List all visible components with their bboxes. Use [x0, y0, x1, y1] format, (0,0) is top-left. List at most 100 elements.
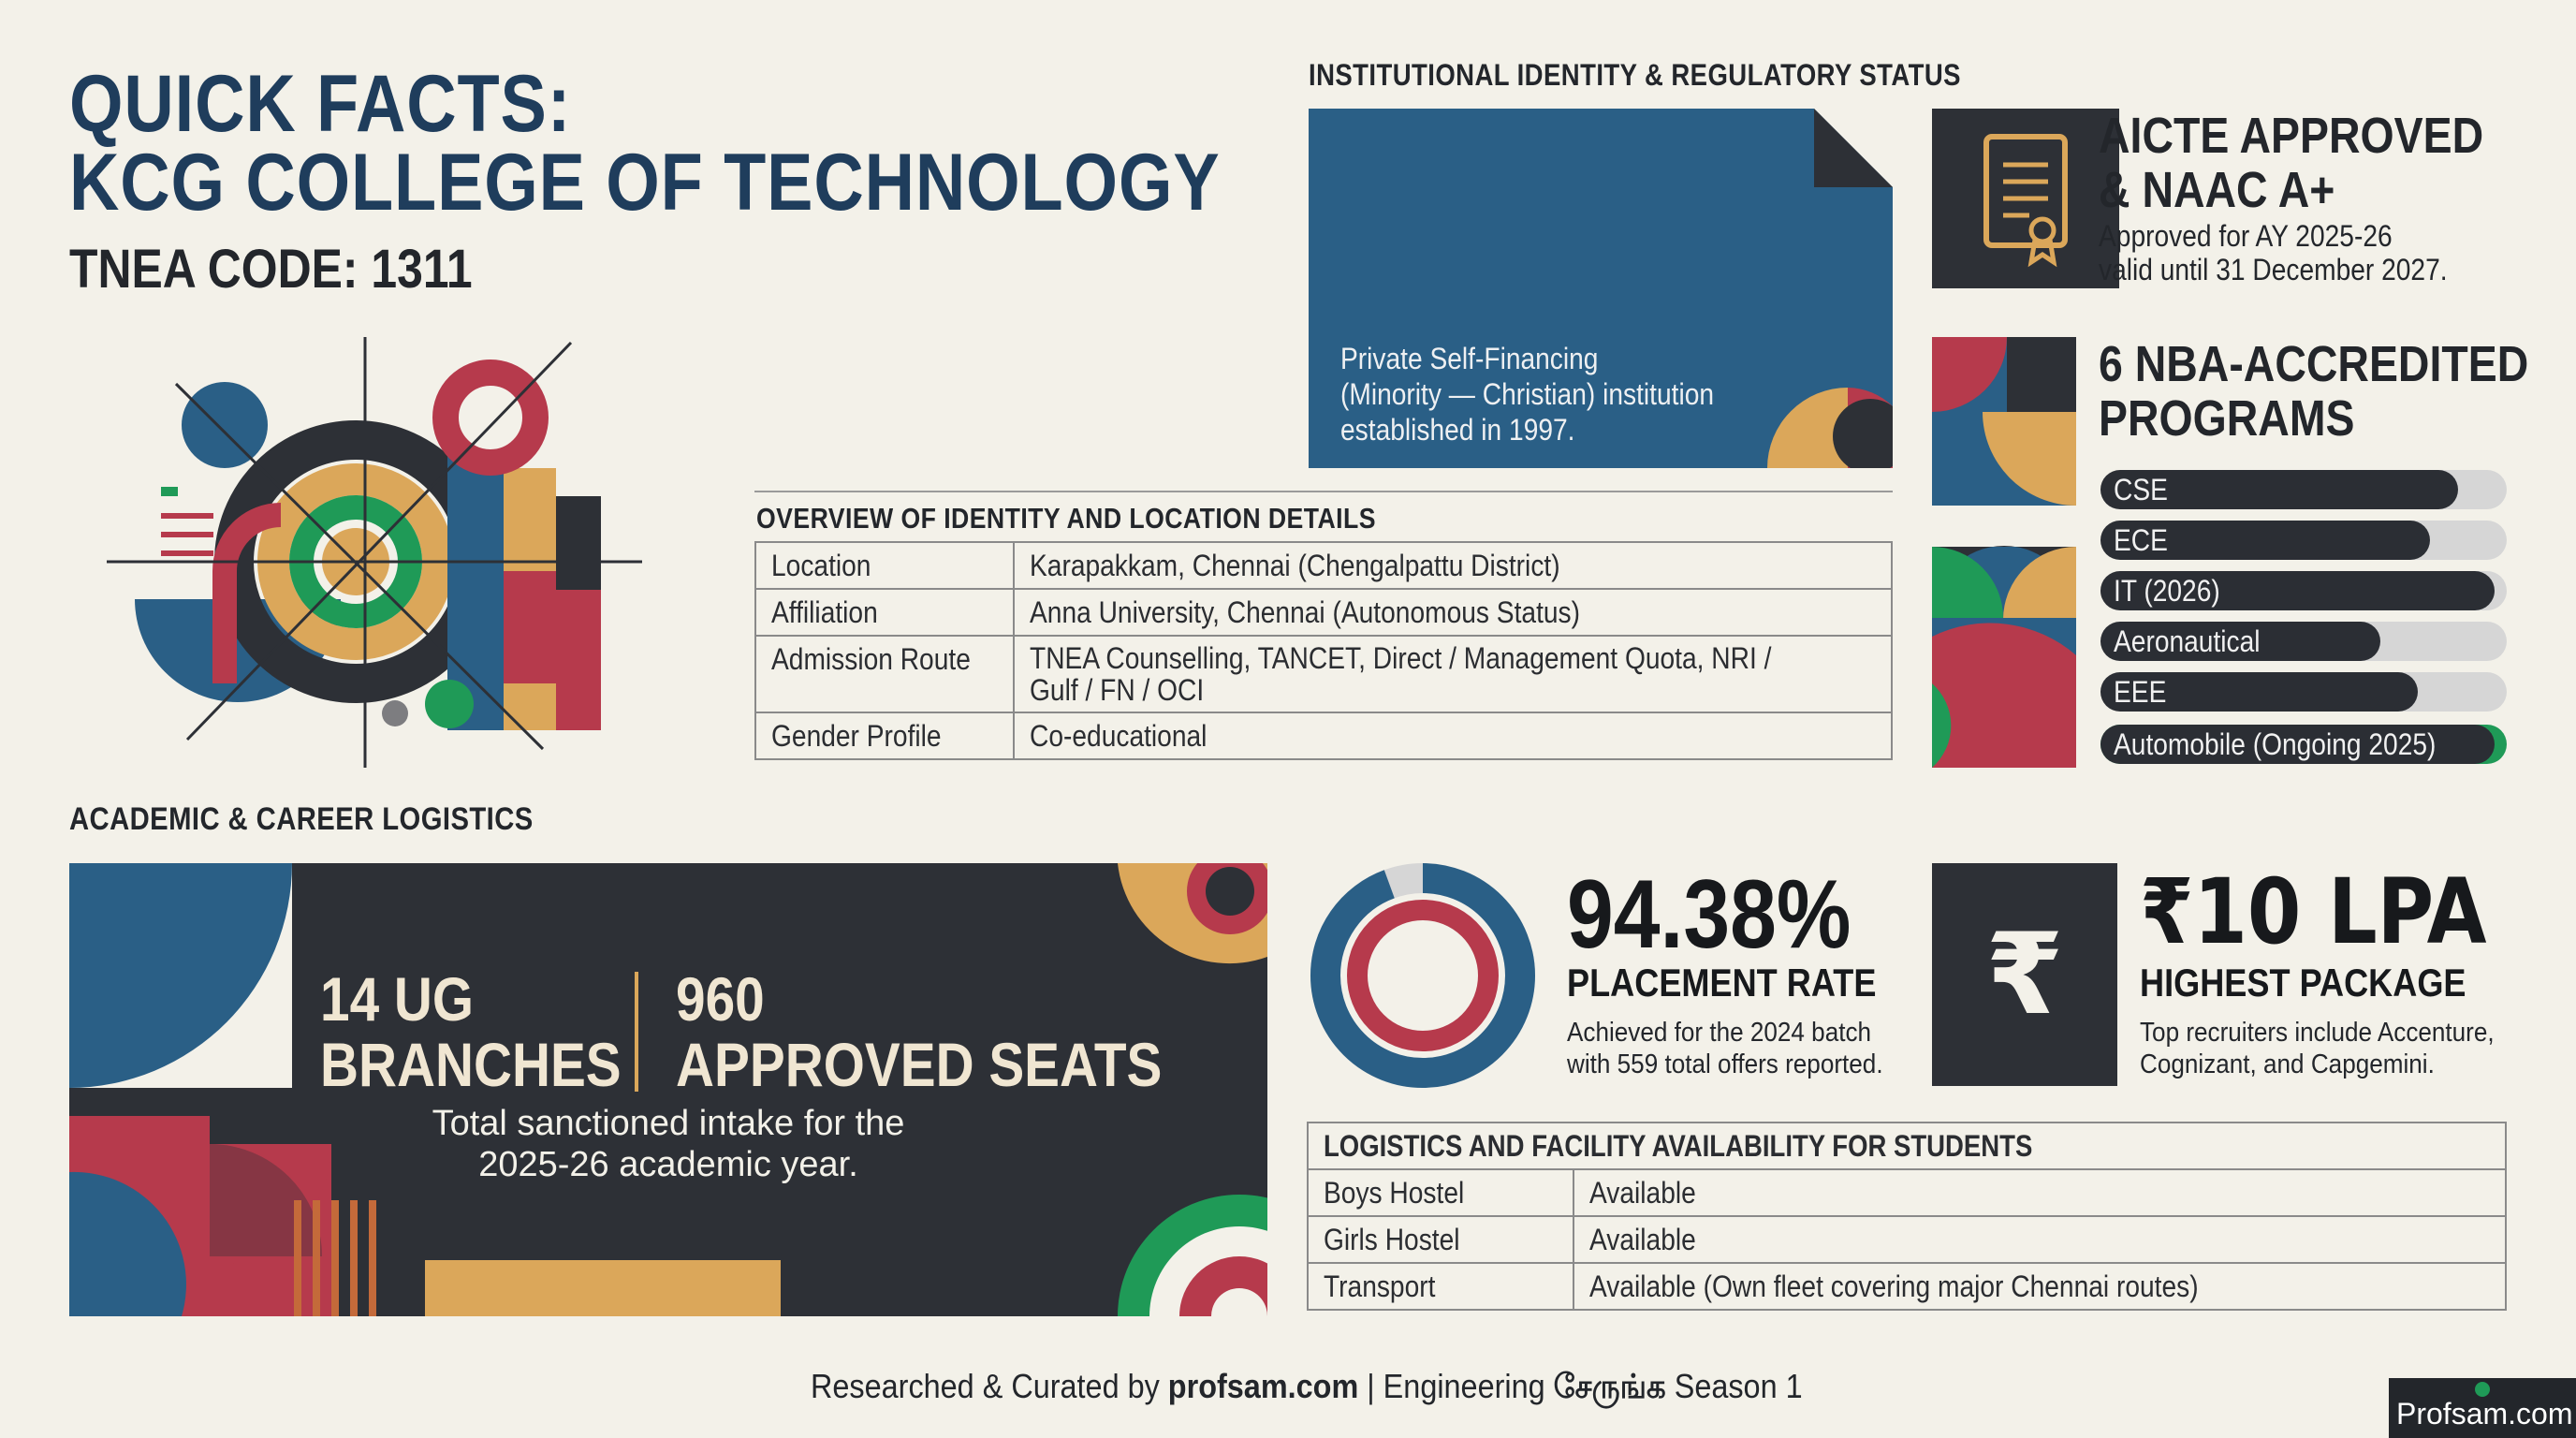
- overview-value-admission-line-2: Gulf / FN / OCI: [1029, 673, 1205, 707]
- ug-label: BRANCHES: [320, 1030, 622, 1099]
- program-bar-fill: [2100, 725, 2495, 764]
- academic-panel: 14 UG BRANCHES 960 APPROVED SEATS Total …: [69, 863, 1267, 1316]
- table-cell-label: Location: [754, 541, 1015, 590]
- table-row: LOGISTICS AND FACILITY AVAILABILITY FOR …: [1307, 1122, 2507, 1170]
- approved-seats: 960 APPROVED SEATS: [676, 966, 1241, 1097]
- logistics-label-transport: Transport: [1324, 1269, 1436, 1303]
- package-value: ₹10 LPA: [2140, 859, 2487, 964]
- table-cell-value: Available (Own fleet covering major Chen…: [1573, 1262, 2507, 1311]
- package-stat: ₹10 LPA: [2140, 859, 2543, 964]
- program-label: CSE: [2114, 473, 2168, 506]
- package-detail: Top recruiters include Accenture, Cogniz…: [2140, 1017, 2534, 1080]
- overview-label-location: Location: [771, 549, 871, 582]
- footer-middle: | Engineering: [1358, 1367, 1554, 1405]
- table-row: Girls Hostel Available: [1307, 1215, 2507, 1264]
- logistics-value-transport: Available (Own fleet covering major Chen…: [1589, 1269, 2199, 1303]
- nba-art-strip: [1932, 337, 2076, 768]
- aicte-headline-line-1: AICTE APPROVED: [2099, 108, 2484, 164]
- academic-panel-art: [69, 863, 1267, 1316]
- intake-caption-line-2: 2025-26 academic year.: [478, 1145, 858, 1184]
- footer-prefix: Researched & Curated by: [811, 1367, 1168, 1405]
- logistics-value-girls-hostel: Available: [1589, 1223, 1696, 1256]
- art-blue-circle: [182, 382, 268, 468]
- institution-card-text: Private Self-Financing (Minority — Chris…: [1340, 341, 1764, 448]
- program-bar-automobile: Automobile (Ongoing 2025): [2100, 725, 2507, 764]
- table-cell-value: TNEA Counselling, TANCET, Direct / Manag…: [1012, 635, 1894, 713]
- brand-badge-label: Profsam.com: [2396, 1397, 2573, 1431]
- logistics-value-boys-hostel: Available: [1589, 1176, 1696, 1210]
- package-detail-line-1: Top recruiters include Accenture,: [2140, 1018, 2495, 1048]
- ug-seats-divider: [635, 972, 638, 1092]
- program-bar-fill: [2100, 622, 2381, 661]
- placement-donut: [1310, 863, 1535, 1088]
- placement-stat: 94.38%: [1567, 859, 1897, 971]
- placement-detail: Achieved for the 2024 batch with 559 tot…: [1567, 1017, 1918, 1080]
- institution-card: [1309, 109, 1893, 468]
- program-bar-fill: [2100, 521, 2430, 560]
- table-row: Transport Available (Own fleet covering …: [1307, 1262, 2507, 1311]
- program-bar-it: IT (2026): [2100, 571, 2507, 610]
- table-row: Admission Route TNEA Counselling, TANCET…: [754, 635, 1894, 713]
- title-line-1: QUICK FACTS:: [69, 59, 572, 149]
- logistics-label-boys-hostel: Boys Hostel: [1324, 1176, 1465, 1210]
- table-cell-value: Anna University, Chennai (Autonomous Sta…: [1012, 588, 1894, 637]
- program-label: EEE: [2114, 675, 2167, 709]
- overview-value-location: Karapakkam, Chennai (Chengalpattu Distri…: [1029, 549, 1560, 582]
- overview-value-gender: Co-educational: [1029, 719, 1208, 753]
- table-cell-value: Available: [1573, 1168, 2507, 1217]
- placement-detail-line-1: Achieved for the 2024 batch: [1567, 1018, 1872, 1048]
- table-cell-label: Affiliation: [754, 588, 1015, 637]
- rupee-icon: ₹: [1985, 909, 2064, 1040]
- rupee-icon-tile: ₹: [1932, 863, 2117, 1086]
- table-cell-label: Transport: [1307, 1262, 1574, 1311]
- placement-detail-line-2: with 559 total offers reported.: [1567, 1049, 1883, 1079]
- program-label: ECE: [2114, 523, 2168, 557]
- footer-text: Researched & Curated by profsam.com | En…: [811, 1367, 1803, 1411]
- ug-branches: 14 UG BRANCHES: [320, 966, 670, 1097]
- certificate-icon-tile: [1932, 109, 2119, 288]
- academic-heading: ACADEMIC & CAREER LOGISTICS: [69, 801, 534, 837]
- overview-value-admission-line-1: TNEA Counselling, TANCET, Direct / Manag…: [1029, 641, 1772, 675]
- footer-suffix: Season 1: [1665, 1367, 1803, 1405]
- overview-heading-wrap: OVERVIEW OF IDENTITY AND LOCATION DETAIL…: [756, 502, 1477, 536]
- footer: Researched & Curated by profsam.com | En…: [811, 1367, 1912, 1411]
- placement-label: PLACEMENT RATE: [1567, 961, 1877, 1005]
- overview-table: Location Karapakkam, Chennai (Chengalpat…: [754, 541, 1894, 760]
- table-row: Boys Hostel Available: [1307, 1168, 2507, 1217]
- table-cell-value: Co-educational: [1012, 712, 1894, 760]
- academic-heading-wrap: ACADEMIC & CAREER LOGISTICS: [69, 801, 608, 838]
- institution-text-line-3: established in 1997.: [1340, 413, 1575, 447]
- institution-text-line-1: Private Self-Financing: [1340, 342, 1599, 375]
- page-title: QUICK FACTS:: [69, 58, 653, 151]
- seats-count: 960: [676, 964, 765, 1034]
- title-line-2-wrap: KCG COLLEGE OF TECHNOLOGY: [69, 137, 1408, 229]
- footer-tamil: சேருங்க: [1553, 1367, 1666, 1405]
- title-line-2: KCG COLLEGE OF TECHNOLOGY: [69, 138, 1221, 227]
- overview-label-gender: Gender Profile: [771, 719, 942, 753]
- logistics-heading: LOGISTICS AND FACILITY AVAILABILITY FOR …: [1324, 1129, 2033, 1163]
- seats-label: APPROVED SEATS: [676, 1030, 1163, 1099]
- overview-value-affiliation: Anna University, Chennai (Autonomous Sta…: [1029, 595, 1580, 629]
- footer-site-link[interactable]: profsam.com: [1167, 1367, 1359, 1405]
- logistics-table: LOGISTICS AND FACILITY AVAILABILITY FOR …: [1307, 1122, 2507, 1311]
- intake-caption: Total sanctioned intake for the 2025-26 …: [388, 1103, 949, 1185]
- overview-label-admission: Admission Route: [771, 642, 971, 676]
- aicte-detail: Approved for AY 2025-26 valid until 31 D…: [2099, 219, 2495, 286]
- nba-headline-line-1: 6 NBA-ACCREDITED: [2099, 336, 2529, 392]
- nba-headline-line-2: PROGRAMS: [2099, 390, 2355, 447]
- program-label: Automobile (Ongoing 2025): [2114, 727, 2437, 761]
- program-bar-cse: CSE: [2100, 470, 2507, 509]
- table-cell-value: Available: [1573, 1215, 2507, 1264]
- logistics-label-girls-hostel: Girls Hostel: [1324, 1223, 1460, 1256]
- donut-inner-ring: [1347, 900, 1499, 1051]
- program-label: IT (2026): [2114, 574, 2220, 608]
- package-detail-line-2: Cognizant, and Capgemini.: [2140, 1049, 2435, 1079]
- program-bar-ece: ECE: [2100, 521, 2507, 560]
- brand-badge[interactable]: Profsam.com: [2389, 1378, 2576, 1438]
- donut-arc: [1310, 863, 1535, 1088]
- intake-caption-line-1: Total sanctioned intake for the: [432, 1104, 905, 1143]
- overview-heading: OVERVIEW OF IDENTITY AND LOCATION DETAIL…: [756, 502, 1376, 535]
- aicte-detail-line-1: Approved for AY 2025-26: [2099, 219, 2393, 253]
- institution-text-line-2: (Minority — Christian) institution: [1340, 377, 1715, 411]
- ug-count: 14 UG: [320, 964, 475, 1034]
